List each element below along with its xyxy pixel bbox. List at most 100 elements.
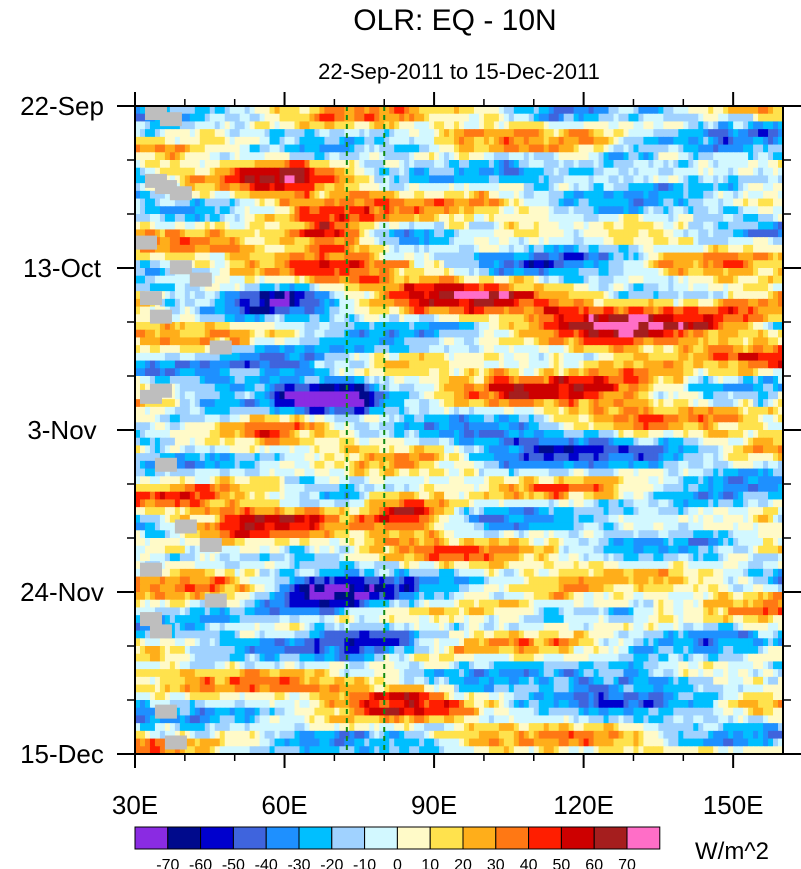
heatmap-cell [743,206,749,215]
heatmap-cell [374,206,380,215]
heatmap-cell [668,190,674,200]
heatmap-cell [234,399,241,408]
heatmap-cell [583,106,590,115]
heatmap-cell [598,260,605,269]
heatmap-cell [523,152,530,161]
heatmap-cell [748,360,754,369]
heatmap-cell [459,190,465,200]
heatmap-cell [234,345,241,354]
heatmap-cell [249,368,256,377]
heatmap-cell [199,352,206,362]
heatmap-cell [763,345,769,354]
heatmap-cell [673,160,679,169]
heatmap-cell [404,175,410,184]
heatmap-cell [269,160,276,169]
heatmap-cell [508,129,515,138]
heatmap-cell [563,298,570,308]
heatmap-cell [513,198,520,207]
heatmap-cell [159,229,166,238]
heatmap-cell [439,329,445,339]
heatmap-cell [264,206,271,215]
heatmap-cell [234,275,241,285]
heatmap-cell [778,329,784,339]
heatmap-cell [214,106,221,115]
heatmap-cell [334,237,340,246]
heatmap-cell [294,206,301,215]
heatmap-cell [434,229,440,238]
heatmap-cell [324,175,330,184]
heatmap-cell [513,121,520,130]
heatmap-cell [369,136,375,146]
heatmap-cell [743,106,749,115]
heatmap-cell [259,121,266,130]
heatmap-cell [523,113,530,123]
heatmap-cell [673,252,679,261]
heatmap-cell [658,113,664,123]
heatmap-cell [394,368,400,377]
heatmap-cell [503,283,510,292]
heatmap-cell [234,237,241,246]
heatmap-cell [618,175,625,184]
heatmap-cell [404,360,410,369]
heatmap-cell [214,298,221,308]
heatmap-cell [673,167,679,177]
heatmap-cell [199,391,206,400]
heatmap-cell [444,337,450,346]
heatmap-cell [583,360,590,369]
heatmap-cell [279,121,286,130]
heatmap-cell [528,252,535,261]
heatmap-cell [588,314,595,323]
heatmap-cell [444,260,450,269]
heatmap-cell [394,391,400,400]
heatmap-cell [518,345,525,354]
heatmap-cell [493,283,500,292]
heatmap-cell [598,268,605,277]
heatmap-cell [618,152,625,161]
heatmap-cell [563,183,570,192]
heatmap-cell [369,244,375,254]
heatmap-cell [613,129,620,138]
heatmap-cell [144,345,151,354]
heatmap-cell [164,283,171,292]
heatmap-cell [139,221,146,231]
heatmap-cell [379,144,385,153]
heatmap-cell [269,376,276,385]
heatmap-cell [688,129,694,138]
heatmap-cell [169,399,176,408]
heatmap-cell [184,383,191,393]
heatmap-cell [753,129,759,138]
heatmap-cell [648,113,654,123]
heatmap-cell [424,345,430,354]
heatmap-cell [264,237,271,246]
heatmap-cell [523,175,530,184]
heatmap-cell [354,121,360,130]
heatmap-cell [748,175,754,184]
heatmap-cell [633,391,640,400]
heatmap-cell [344,360,350,369]
heatmap-cell [723,376,729,385]
heatmap-cell [179,314,186,323]
heatmap-cell [663,260,669,269]
heatmap-cell [394,329,400,339]
heatmap-cell [214,229,221,238]
heatmap-cell [683,121,689,130]
heatmap-cell [468,237,475,246]
heatmap-cell [149,167,156,177]
heatmap-cell [159,337,166,346]
heatmap-cell [658,237,664,246]
heatmap-cell [668,260,674,269]
heatmap-cell [174,322,181,331]
heatmap-cell [703,314,709,323]
heatmap-cell [623,368,630,377]
heatmap-cell [668,160,674,169]
heatmap-cell [718,221,724,231]
heatmap-cell [379,260,385,269]
heatmap-cell [384,322,390,331]
heatmap-cell [763,121,769,130]
heatmap-cell [568,314,575,323]
heatmap-cell [294,306,301,315]
heatmap-cell [618,314,625,323]
heatmap-cell [404,337,410,346]
heatmap-cell [169,306,176,315]
heatmap-cell [459,306,465,315]
